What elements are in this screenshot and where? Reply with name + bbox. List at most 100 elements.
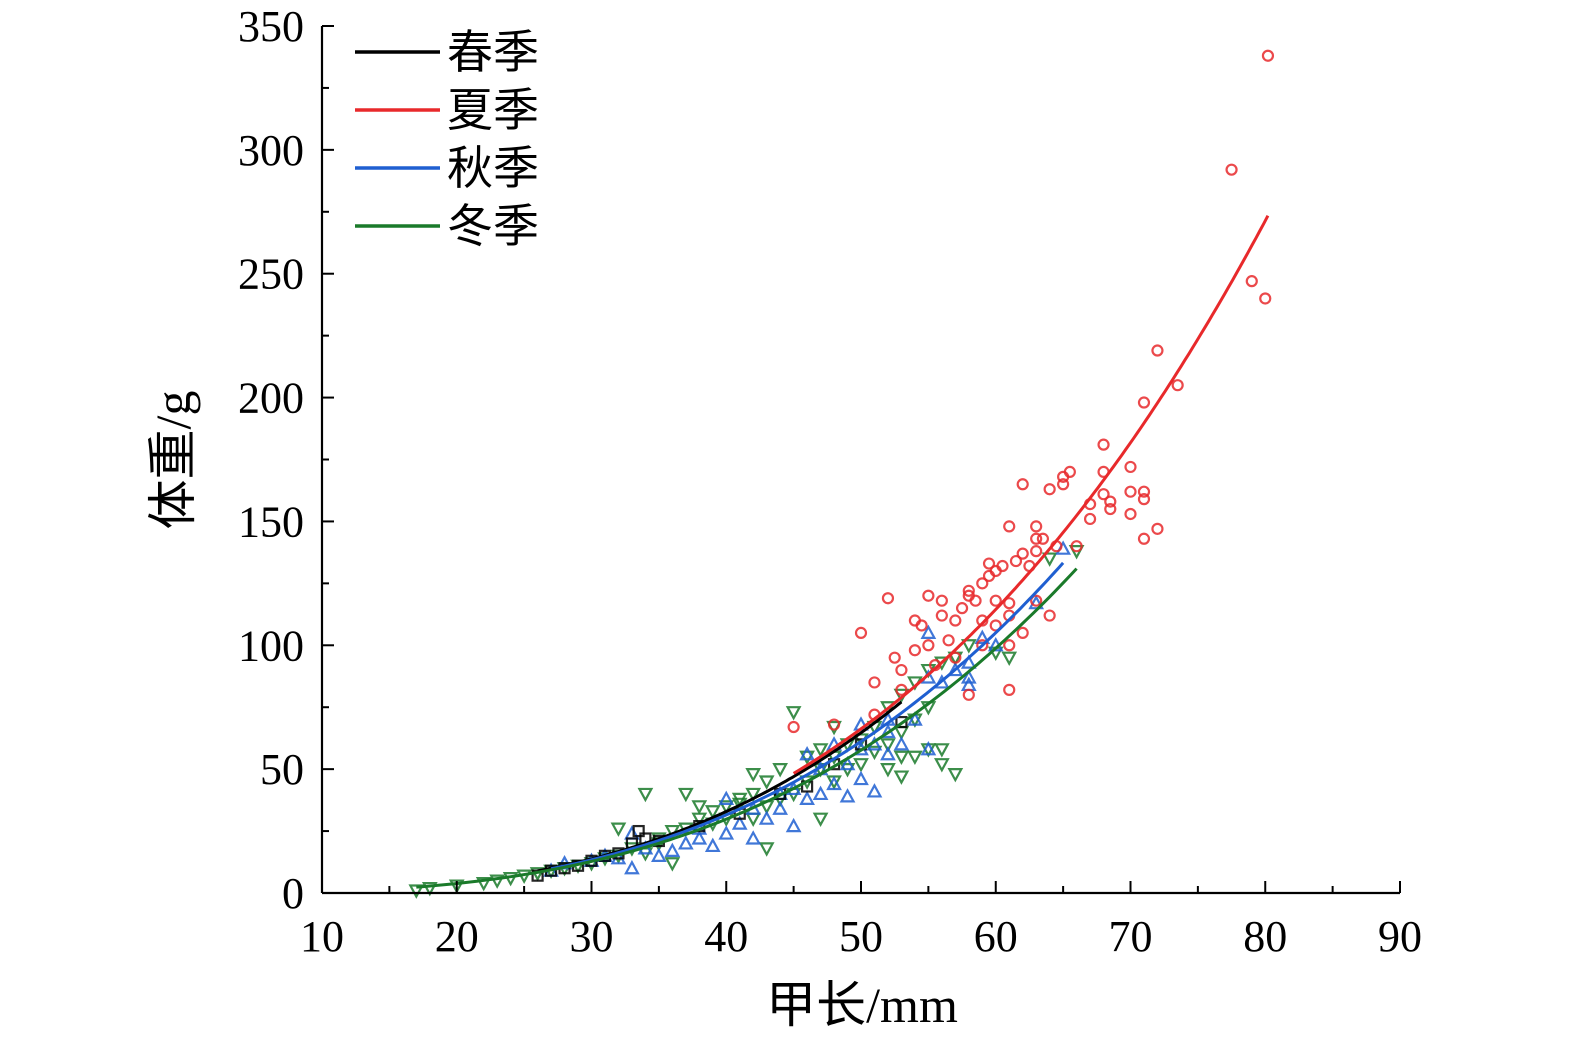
data-point-circle (962, 688, 975, 701)
x-tick-label: 40 (704, 912, 748, 961)
data-point-circle (949, 651, 962, 664)
data-point-circle (1124, 485, 1137, 498)
data-point-triangle-up (920, 624, 937, 640)
data-point-circle (888, 651, 901, 664)
data-point-circle (1171, 379, 1184, 392)
x-tick-label: 80 (1243, 912, 1287, 961)
data-point-triangle-down (610, 822, 627, 837)
data-point-circle (1151, 522, 1164, 535)
data-point-circle (996, 559, 1009, 573)
data-point-triangle-down (408, 884, 425, 899)
data-point-triangle-down (448, 879, 465, 894)
data-point-triangle-up (718, 790, 735, 805)
data-point-triangle-up (691, 830, 708, 845)
data-point-circle (955, 602, 969, 615)
data-point-triangle-up (1028, 594, 1045, 610)
data-point-circle (962, 584, 975, 597)
data-point-circle (949, 614, 962, 627)
data-point-circle (1030, 545, 1043, 558)
legend-label: 春季 (447, 27, 539, 78)
data-point-circle (989, 594, 1002, 607)
data-point-circle (1016, 547, 1029, 560)
data-point-triangle-down (893, 770, 910, 785)
y-tick-label: 200 (238, 374, 304, 423)
y-tick-label: 250 (238, 250, 304, 299)
data-point-triangle-down (758, 775, 775, 790)
data-point-triangle-down (960, 639, 977, 654)
data-point-circle (976, 639, 989, 652)
data-point-circle (854, 626, 868, 640)
y-tick-label: 50 (260, 745, 304, 794)
data-point-circle (1016, 626, 1029, 640)
data-point-triangle-down (704, 805, 721, 820)
data-point-triangle-up (866, 783, 883, 798)
data-point-triangle-up (907, 711, 923, 726)
data-point-circle (976, 577, 989, 590)
data-point-circle (1137, 493, 1151, 506)
data-point-triangle-down (812, 812, 829, 827)
data-point-circle (1259, 292, 1272, 305)
data-point-triangle-up (974, 629, 991, 644)
data-point-triangle-up (826, 775, 842, 791)
data-point-triangle-down (691, 800, 708, 815)
data-point-circle (1097, 488, 1110, 501)
data-point-circle (1137, 532, 1151, 545)
data-point-circle (1043, 483, 1056, 496)
data-point-circle (1245, 275, 1258, 288)
data-point-triangle-up (799, 790, 815, 805)
x-tick-label: 10 (300, 912, 344, 961)
data-point-triangle-down (812, 743, 829, 758)
plot-area (408, 49, 1275, 899)
data-point-circle (1043, 609, 1056, 622)
data-point-circle (1124, 460, 1137, 474)
fit-curve-line (537, 700, 903, 873)
data-point-triangle-down (745, 787, 762, 803)
data-point-triangle-down (866, 745, 883, 761)
data-point-circle (922, 639, 935, 652)
data-point-triangle-up (731, 815, 748, 830)
data-point-circle (1030, 594, 1043, 607)
data-point-circle (1261, 49, 1275, 62)
data-point-triangle-up (839, 755, 856, 771)
data-point-triangle-up (704, 837, 721, 853)
data-point-triangle-down (853, 758, 869, 773)
data-point-circle (1124, 507, 1137, 521)
data-point-triangle-up (664, 842, 681, 857)
y-axis-title: 体重/g (145, 391, 201, 530)
data-point-circle (1003, 683, 1016, 696)
data-point-circle (1003, 520, 1016, 533)
data-point-triangle-down (664, 857, 681, 872)
data-point-circle (1151, 344, 1164, 357)
y-tick-label: 300 (238, 126, 304, 175)
data-point-circle (1030, 532, 1043, 545)
legend-label: 夏季 (447, 85, 539, 136)
data-point-circle (922, 589, 935, 602)
data-point-triangle-up (785, 817, 802, 833)
data-point-circle (895, 663, 908, 677)
data-point-circle (1036, 532, 1050, 545)
data-point-circle (881, 592, 895, 605)
x-tick-label: 70 (1109, 912, 1153, 961)
data-point-triangle-up (893, 736, 910, 751)
data-point-triangle-down (933, 758, 950, 773)
data-point-triangle-down (799, 750, 815, 766)
data-point-circle (1003, 639, 1016, 652)
data-point-triangle-down (1041, 552, 1058, 567)
data-point-circle (942, 634, 955, 647)
fit-curve-line (792, 215, 1270, 775)
data-point-circle (895, 683, 908, 696)
fit-curve-line (550, 561, 1065, 871)
data-point-triangle-up (772, 800, 789, 815)
data-point-triangle-down (731, 792, 748, 808)
x-tick-label: 20 (435, 912, 479, 961)
data-point-triangle-down (1068, 545, 1085, 560)
data-point-circle (915, 619, 928, 632)
data-point-triangle-up (1055, 540, 1071, 555)
data-point-triangle-down (947, 767, 964, 783)
data-point-triangle-down (637, 787, 654, 803)
data-point-triangle-down (772, 763, 789, 778)
y-tick-label: 150 (238, 497, 304, 546)
data-point-triangle-up (745, 830, 762, 845)
data-point-square (632, 824, 645, 838)
